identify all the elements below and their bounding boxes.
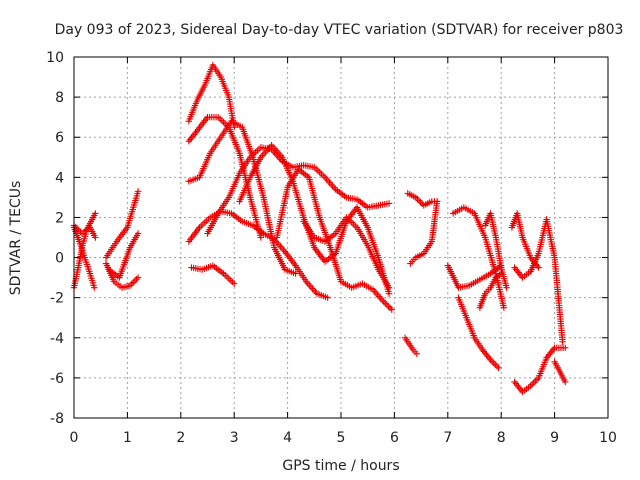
data-point bbox=[559, 338, 566, 345]
data-point bbox=[495, 364, 502, 372]
data-point bbox=[134, 274, 142, 281]
data-point bbox=[231, 280, 238, 287]
x-axis-label: GPS time / hours bbox=[282, 458, 399, 474]
y-tick-label: -2 bbox=[50, 291, 64, 307]
x-tick-label: 8 bbox=[497, 430, 506, 446]
data-points bbox=[70, 61, 569, 396]
x-tick-label: 2 bbox=[176, 430, 185, 446]
series-arc-p bbox=[401, 334, 421, 358]
x-tick-label: 6 bbox=[390, 430, 399, 446]
data-point bbox=[292, 270, 299, 277]
data-point bbox=[562, 378, 569, 386]
data-point bbox=[385, 284, 393, 291]
series-arc-k bbox=[188, 262, 238, 287]
y-tick-label: -6 bbox=[50, 371, 64, 387]
data-point bbox=[324, 294, 331, 301]
data-point bbox=[92, 210, 99, 217]
data-point bbox=[433, 198, 441, 205]
data-point bbox=[388, 306, 395, 313]
series-arc-q bbox=[407, 198, 441, 267]
data-point bbox=[134, 188, 142, 195]
y-tick-label: 0 bbox=[55, 251, 64, 267]
series-arc-z bbox=[511, 344, 569, 396]
grid-lines bbox=[74, 57, 608, 418]
y-tick-label: 10 bbox=[46, 50, 64, 66]
series-arc-f bbox=[105, 230, 142, 281]
series-arc-s bbox=[444, 262, 505, 291]
x-tick-label: 9 bbox=[550, 430, 559, 446]
data-point bbox=[500, 304, 508, 311]
y-tick-label: 8 bbox=[55, 90, 64, 106]
series-arc-y bbox=[511, 216, 566, 345]
data-point bbox=[498, 270, 505, 277]
series-arc-d bbox=[102, 260, 142, 291]
x-tick-label: 7 bbox=[443, 430, 452, 446]
data-point bbox=[257, 234, 265, 241]
series-arc-c bbox=[70, 222, 99, 241]
data-point bbox=[385, 200, 393, 207]
x-tick-label: 1 bbox=[123, 430, 132, 446]
x-tick-label: 0 bbox=[70, 430, 79, 446]
y-axis-label: SDTVAR / TECUs bbox=[8, 181, 24, 296]
series-arc-u bbox=[455, 294, 502, 372]
x-tick-label: 3 bbox=[230, 430, 239, 446]
series-arc-n bbox=[273, 166, 395, 313]
series-arc-j bbox=[185, 208, 331, 301]
data-point bbox=[385, 290, 393, 297]
data-point bbox=[503, 284, 510, 291]
x-tick-label: 4 bbox=[283, 430, 292, 446]
series-arc-o bbox=[300, 214, 393, 291]
data-point bbox=[92, 234, 99, 241]
y-tick-label: -8 bbox=[50, 411, 64, 427]
y-tick-label: 4 bbox=[55, 170, 64, 186]
series-arc-e bbox=[102, 188, 142, 261]
series-arc-x bbox=[508, 210, 542, 271]
x-tick-label: 10 bbox=[599, 430, 617, 446]
series-arc-t bbox=[449, 204, 508, 311]
chart-title: Day 093 of 2023, Sidereal Day-to-day VTE… bbox=[55, 22, 624, 38]
x-tick-label: 5 bbox=[337, 430, 346, 446]
series-arc-v bbox=[481, 210, 510, 291]
series-arc-aa bbox=[551, 358, 569, 386]
y-tick-label: 6 bbox=[55, 130, 64, 146]
data-point bbox=[91, 284, 98, 291]
series-arc-g bbox=[185, 61, 238, 131]
series-arc-w bbox=[476, 270, 505, 311]
y-tick-label: 2 bbox=[55, 210, 64, 226]
data-point bbox=[134, 230, 142, 237]
data-point bbox=[413, 350, 421, 358]
series-arc-r bbox=[404, 190, 441, 209]
y-tick-label: -4 bbox=[50, 331, 64, 347]
axis-ticks: 0 1 2 3 4 5 6 7 8 9 10 -8 -6 -4 -2 0 2 4 6 8 10 bbox=[46, 50, 617, 446]
data-point bbox=[535, 264, 542, 271]
data-point bbox=[562, 344, 569, 352]
